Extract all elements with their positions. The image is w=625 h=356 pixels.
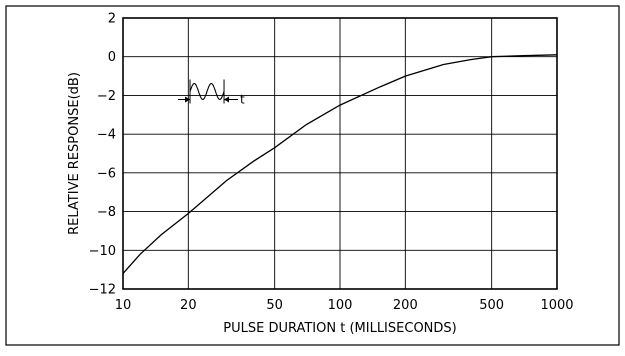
- y-tick-label: 2: [108, 12, 116, 27]
- plot-frame: [122, 17, 558, 290]
- outer-border: [5, 5, 620, 346]
- x-axis-label: PULSE DURATION t (MILLISECONDS): [223, 321, 456, 336]
- x-tick-label: 100: [328, 298, 353, 313]
- tone-burst-icon: [189, 82, 225, 100]
- y-tick-label: −4: [97, 128, 116, 143]
- x-tick-label: 500: [479, 298, 504, 313]
- y-tick-label: 0: [108, 50, 116, 65]
- y-tick-label: −8: [97, 205, 116, 220]
- y-tick-label: −12: [89, 283, 116, 298]
- y-tick-label: −10: [89, 244, 116, 259]
- right-arrowhead: [224, 96, 230, 103]
- x-tick-label: 1000: [540, 298, 573, 313]
- y-tick-label: −2: [97, 89, 116, 104]
- annotation-label: t: [240, 92, 245, 106]
- x-tick-label: 10: [115, 298, 132, 313]
- x-tick-label: 200: [393, 298, 418, 313]
- y-axis-label: RELATIVE RESPONSE(dB): [67, 72, 82, 235]
- x-tick-label: 50: [266, 298, 283, 313]
- y-tick-label: −6: [97, 166, 116, 181]
- left-arrowhead: [185, 96, 191, 103]
- response-curve: [122, 54, 558, 274]
- x-tick-label: 20: [180, 298, 197, 313]
